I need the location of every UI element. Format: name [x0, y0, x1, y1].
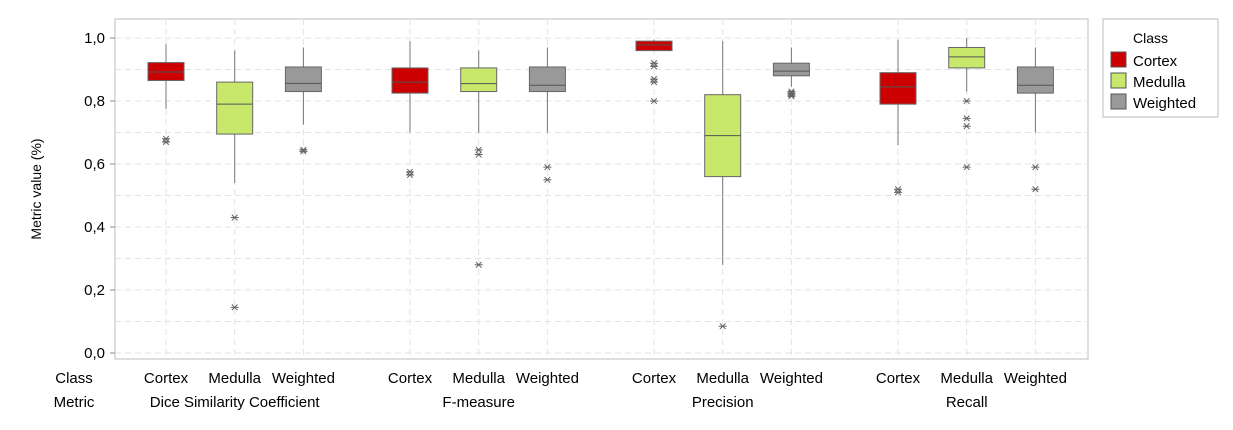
x-class-label: Medulla [696, 370, 749, 387]
legend-swatch-medulla [1110, 72, 1127, 89]
x-class-label: Weighted [1004, 370, 1067, 387]
x-class-label: Medulla [208, 370, 261, 387]
plot-background [114, 18, 1089, 360]
outlier-cortex [894, 189, 902, 196]
outlier-weighted [787, 93, 796, 100]
y-axis-label: Metric value (%) [28, 138, 44, 239]
box-cortex [635, 40, 673, 52]
x-class-label: Cortex [388, 370, 433, 387]
boxes-layer [147, 38, 1054, 330]
x-class-label: Medulla [452, 370, 505, 387]
box-medulla [460, 67, 498, 93]
legend-swatch-cortex [1110, 51, 1127, 68]
outlier-medulla [962, 115, 971, 122]
outlier-medulla [962, 123, 971, 130]
x-class-label: Weighted [760, 370, 823, 387]
x-class-label: Medulla [940, 370, 993, 387]
outlier-medulla [474, 146, 483, 153]
outlier-cortex [162, 138, 170, 146]
outlier-weighted [1031, 163, 1040, 171]
outlier-medulla [230, 304, 239, 311]
box-weighted [772, 62, 810, 77]
outlier-cortex [650, 78, 658, 86]
box-weighted [284, 66, 322, 93]
outlier-weighted [543, 176, 552, 183]
outlier-weighted [299, 148, 308, 155]
x-axis-labels: Cortex Medulla Weighted Dice Similarity Coe… [144, 370, 1067, 411]
legend-label-cortex: Cortex [1133, 53, 1178, 70]
outlier-cortex [406, 171, 414, 179]
y-tick-label: 0,0 [84, 345, 105, 362]
legend-swatch-weighted [1110, 93, 1127, 110]
box-cortex [391, 67, 429, 94]
grid-lines [115, 19, 1088, 359]
row-label-metric: Metric [54, 394, 95, 411]
outlier-medulla [474, 151, 483, 158]
y-tick-label: 0,8 [84, 93, 105, 110]
x-metric-label: Dice Similarity Coefficient [150, 394, 321, 411]
x-class-label: Weighted [272, 370, 335, 387]
x-class-label: Cortex [876, 370, 921, 387]
outlier-cortex [650, 63, 658, 70]
y-tick-label: 0,6 [84, 156, 105, 173]
outlier-medulla [962, 163, 971, 171]
outlier-medulla [474, 261, 483, 268]
x-metric-label: Recall [946, 394, 988, 411]
box-weighted [1016, 66, 1054, 94]
row-label-class: Class [55, 370, 93, 387]
y-tick-label: 1,0 [84, 30, 105, 47]
box-weighted [528, 66, 566, 93]
x-class-label: Cortex [144, 370, 189, 387]
legend-label-weighted: Weighted [1133, 95, 1196, 112]
box-cortex [879, 72, 917, 105]
outlier-weighted [1031, 186, 1040, 193]
outlier-medulla [230, 214, 239, 221]
legend-label-medulla: Medulla [1133, 74, 1186, 91]
y-tick-label: 0,4 [84, 219, 105, 236]
box-medulla [216, 81, 254, 135]
outlier-medulla [718, 323, 727, 330]
outlier-medulla [962, 97, 971, 105]
x-metric-label: F-measure [442, 394, 515, 411]
legend: Class Cortex Medulla Weighted [1102, 18, 1219, 118]
outlier-weighted [543, 163, 552, 171]
outlier-cortex [650, 97, 658, 105]
x-class-label: Weighted [516, 370, 579, 387]
x-class-label: Cortex [632, 370, 677, 387]
legend-title: Class [1133, 30, 1168, 46]
y-axis: 0,0 0,2 0,4 0,6 0,8 1,0 [84, 30, 115, 362]
x-metric-label: Precision [692, 394, 754, 411]
box-medulla [948, 46, 986, 69]
y-tick-label: 0,2 [84, 282, 105, 299]
